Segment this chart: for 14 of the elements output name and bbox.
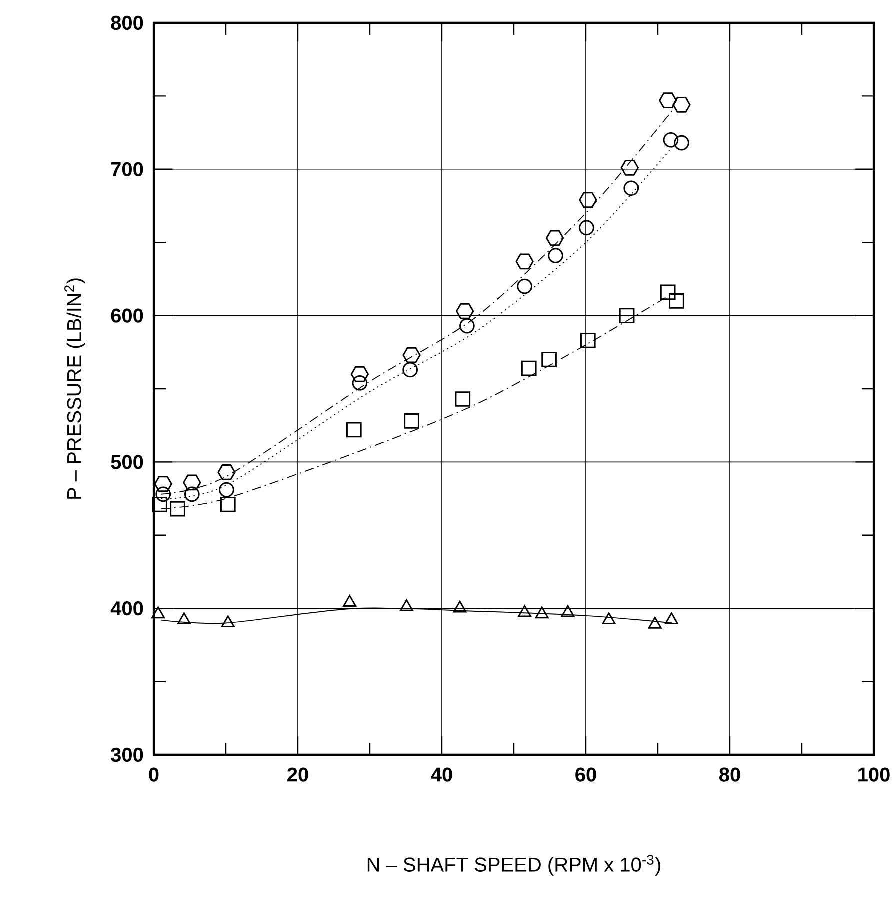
y-tick-label: 600 bbox=[111, 308, 144, 323]
y-tick-label: 300 bbox=[111, 748, 144, 762]
y-tick-label: 800 bbox=[111, 16, 144, 30]
x-axis-title: N – SHAFT SPEED (RPM x 10$^{-3}$) bbox=[368, 855, 660, 876]
y-tick-label: 500 bbox=[111, 455, 144, 470]
x-tick-label: 80 bbox=[720, 768, 740, 782]
x-tick-label: 20 bbox=[288, 768, 308, 782]
y-axis-title: P – PRESSURE (LB/IN$^{2}$) bbox=[64, 278, 86, 499]
x-tick-label: 100 bbox=[858, 768, 890, 782]
x-tick-label: 60 bbox=[576, 768, 596, 782]
x-tick-label: 0 bbox=[149, 768, 159, 782]
x-tick-label: 40 bbox=[431, 768, 452, 782]
y-tick-label: 400 bbox=[110, 602, 144, 616]
y-tick-label: 700 bbox=[111, 162, 144, 176]
